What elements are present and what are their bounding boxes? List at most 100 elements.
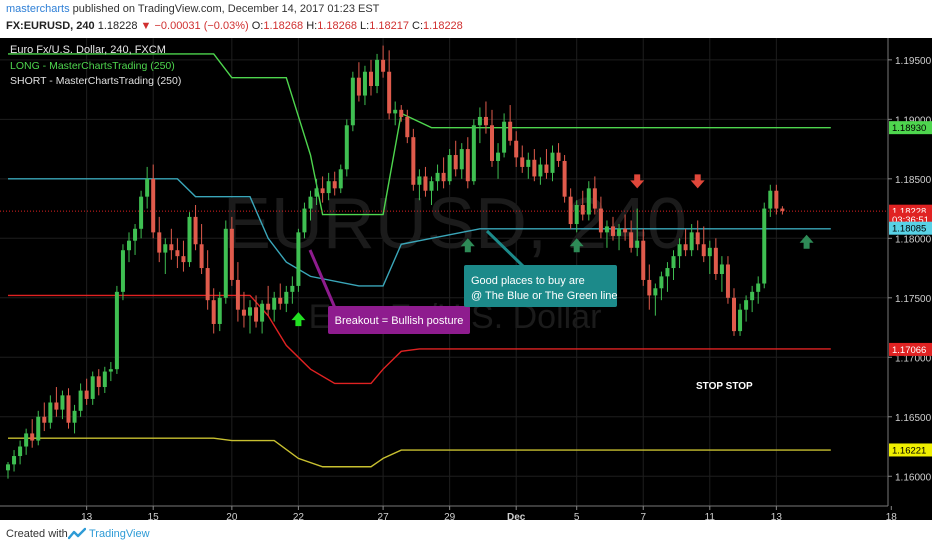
candle-body [114,291,119,370]
candle [362,65,367,106]
candle-body [387,71,392,114]
candle [120,244,125,301]
time-tick-label: 18 [886,512,898,520]
candle-body [18,446,23,457]
candle [72,404,77,434]
price-chart[interactable]: EURUSD, 240 Euro Fx/U.S. Dollar Breakout… [0,38,932,520]
candle [429,176,434,205]
candle [6,461,10,479]
breakout-callout [328,306,470,334]
candle [707,240,712,274]
candle-body [30,433,35,441]
candle-body [48,402,53,423]
candle [435,164,440,191]
candle-body [66,395,71,423]
candle-body [344,125,349,170]
candle [756,276,761,304]
candle-body [375,59,380,87]
price-label-bg [889,342,932,356]
candle-body [169,244,174,251]
author-link[interactable]: mastercharts [6,3,70,15]
tradingview-brand-link[interactable]: TradingView [89,528,150,540]
candle-body [369,71,373,87]
candle [520,145,525,173]
candle-body [780,208,785,211]
candle-body [284,291,289,304]
candle-body [205,268,210,301]
watermark-symbol: EURUSD, 240 [223,184,687,264]
candle-body [604,226,609,233]
candle [326,172,331,201]
candle [108,362,113,382]
candle-body [635,240,640,248]
candle-body [133,228,138,241]
candle-body [586,188,591,215]
candle-body [598,208,603,233]
candle-body [556,152,561,161]
candle [278,283,283,310]
candle [562,155,567,203]
candle-body [435,172,440,182]
candle-body [768,190,773,209]
chart-header: mastercharts published on TradingView.co… [0,0,932,38]
candle-body [127,240,131,251]
time-axis[interactable]: 13 15 20 22 27 29 Dec 5 7 11 13 18 [81,506,897,520]
high-value: 1.18268 [317,20,357,32]
price-change: ▼ −0.00031 (−0.03%) [140,20,249,32]
candle-body [653,288,658,296]
candle [369,59,373,96]
candle-body [290,285,295,292]
candle-body [42,416,47,423]
candle-body [187,216,192,263]
buy-arrow-icon [799,234,814,249]
candle [30,419,35,448]
candle [381,45,386,78]
candle [375,53,380,94]
legend-short: SHORT - MasterChartsTrading (250) [10,75,181,87]
candle-body [260,303,265,322]
candle-body [677,244,682,257]
candle-body [78,390,83,411]
open-value: 1.18268 [263,20,304,32]
candle-body [254,307,259,322]
candle [199,224,204,274]
price-label-red: 1.17066 [889,342,932,356]
price-axis[interactable] [888,38,932,520]
candle-body [526,159,531,167]
stop-text: STOP STOP [696,381,753,392]
candle [308,190,313,221]
candle-body [732,297,736,332]
candle-body [120,250,125,292]
candle-body [429,181,434,191]
low-value: 1.18217 [369,20,409,32]
candle [665,262,670,292]
close-value: 1.18228 [423,20,463,32]
candle [635,208,640,257]
candle-body [36,416,41,441]
candle-body [629,232,634,248]
candle-body [550,152,555,173]
candle-body [157,232,162,253]
candle-body [24,433,29,447]
candle-body [701,244,706,257]
candle-body [96,376,101,388]
candle-body [338,169,343,189]
candle-body [532,159,537,177]
candle-body [411,137,416,185]
candle-body [659,276,664,289]
candle [713,238,718,280]
candle-body [181,256,186,263]
candle [344,119,349,177]
open-label: O: [251,20,264,32]
candle [453,140,458,177]
candle-body [332,181,337,189]
candle [483,101,488,134]
candle-body [417,176,422,185]
candle-body [350,77,355,126]
candle [169,228,174,260]
price-tick-label: 1.18500 [895,175,932,186]
tradingview-logo-icon [68,527,86,540]
time-tick-label: 13 [771,512,783,520]
candle [12,450,17,472]
candle [683,228,688,257]
